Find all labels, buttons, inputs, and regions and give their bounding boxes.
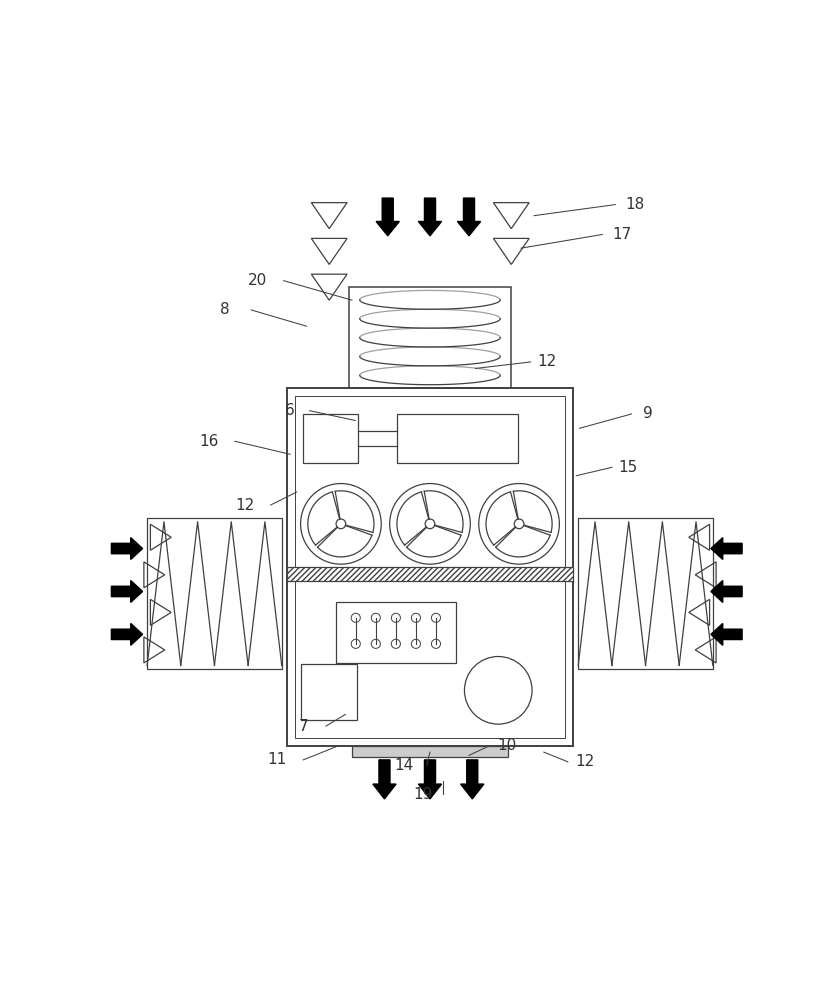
- Text: 19: 19: [414, 787, 433, 802]
- Bar: [294, 396, 565, 738]
- FancyArrow shape: [711, 581, 742, 602]
- Text: 15: 15: [618, 460, 638, 475]
- Bar: [349, 287, 511, 388]
- Text: 6: 6: [285, 403, 295, 418]
- Text: 18: 18: [625, 197, 644, 212]
- FancyArrow shape: [376, 198, 399, 236]
- Bar: [336, 602, 456, 663]
- Text: 12: 12: [235, 497, 254, 512]
- Text: 20: 20: [248, 273, 268, 288]
- FancyArrow shape: [419, 760, 441, 799]
- Bar: [578, 518, 713, 669]
- Bar: [352, 746, 508, 757]
- Text: 12: 12: [575, 754, 594, 769]
- FancyArrow shape: [711, 538, 742, 559]
- FancyArrow shape: [461, 760, 484, 799]
- Bar: [301, 664, 357, 720]
- Text: 11: 11: [268, 752, 287, 767]
- Bar: [287, 388, 573, 746]
- Text: 14: 14: [394, 758, 414, 773]
- Text: 12: 12: [538, 354, 556, 369]
- FancyArrow shape: [373, 760, 396, 799]
- Bar: [303, 414, 358, 463]
- Bar: [398, 414, 518, 463]
- Text: 9: 9: [643, 406, 653, 421]
- Text: 17: 17: [612, 227, 632, 242]
- Bar: [147, 518, 282, 669]
- Text: 10: 10: [497, 738, 516, 753]
- FancyArrow shape: [711, 623, 742, 645]
- FancyArrow shape: [112, 538, 143, 559]
- FancyArrow shape: [419, 198, 441, 236]
- Bar: [287, 567, 573, 581]
- FancyArrow shape: [457, 198, 481, 236]
- FancyArrow shape: [112, 581, 143, 602]
- FancyArrow shape: [112, 623, 143, 645]
- Text: 8: 8: [221, 302, 230, 317]
- Text: 16: 16: [199, 434, 219, 449]
- Text: 7: 7: [299, 719, 308, 734]
